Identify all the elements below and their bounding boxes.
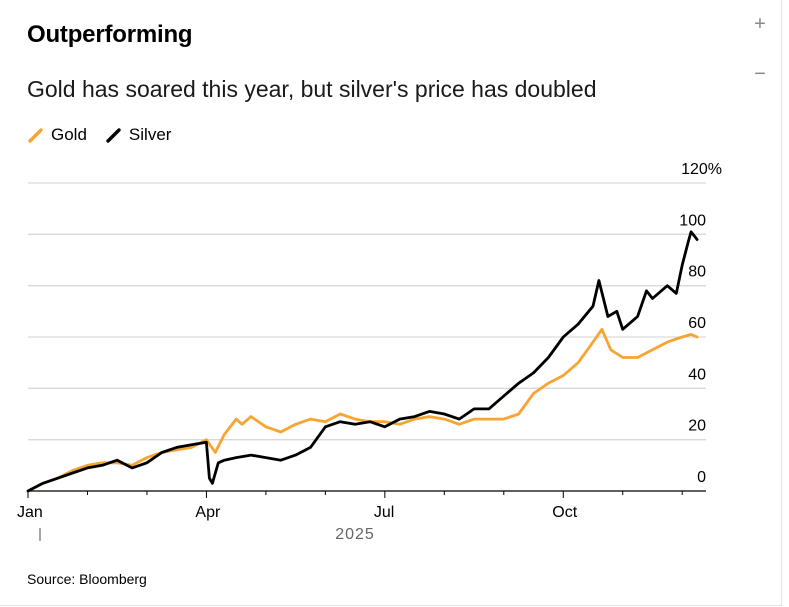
series-line-gold — [26, 327, 699, 493]
year-label: 2025 — [335, 526, 375, 543]
zoom-out-button[interactable]: − — [754, 63, 766, 85]
zoom-in-button[interactable]: + — [754, 13, 766, 35]
y-tick-label: 0 — [697, 469, 706, 486]
legend-label-gold: Gold — [51, 125, 87, 144]
y-tick-label: 120% — [681, 161, 722, 178]
legend: Gold Silver — [27, 125, 189, 145]
legend-item-gold[interactable]: Gold — [27, 125, 87, 145]
legend-item-silver[interactable]: Silver — [105, 125, 172, 145]
series-line-silver — [26, 230, 699, 493]
x-tick-label: Apr — [195, 504, 221, 521]
line-chart: 0 20 40 60 80 100 120% Jan Apr Jul Oct 2025 — [17, 161, 722, 543]
y-tick-label: 80 — [688, 264, 706, 281]
y-tick-label: 20 — [688, 418, 706, 435]
y-tick-label: 60 — [688, 315, 706, 332]
x-tick-label: Jan — [17, 504, 43, 521]
chart-subtitle: Gold has soared this year, but silver's … — [27, 76, 597, 102]
y-tick-label: 40 — [688, 366, 706, 383]
source-note: Source: Bloomberg — [27, 571, 147, 587]
y-tick-label: 100 — [679, 212, 706, 229]
legend-swatch-gold — [28, 128, 43, 143]
x-tick-label: Jul — [374, 504, 394, 521]
chart-title: Outperforming — [27, 21, 193, 48]
x-tick-label: Oct — [552, 504, 577, 521]
legend-label-silver: Silver — [128, 125, 172, 144]
legend-swatch-silver — [106, 128, 121, 143]
